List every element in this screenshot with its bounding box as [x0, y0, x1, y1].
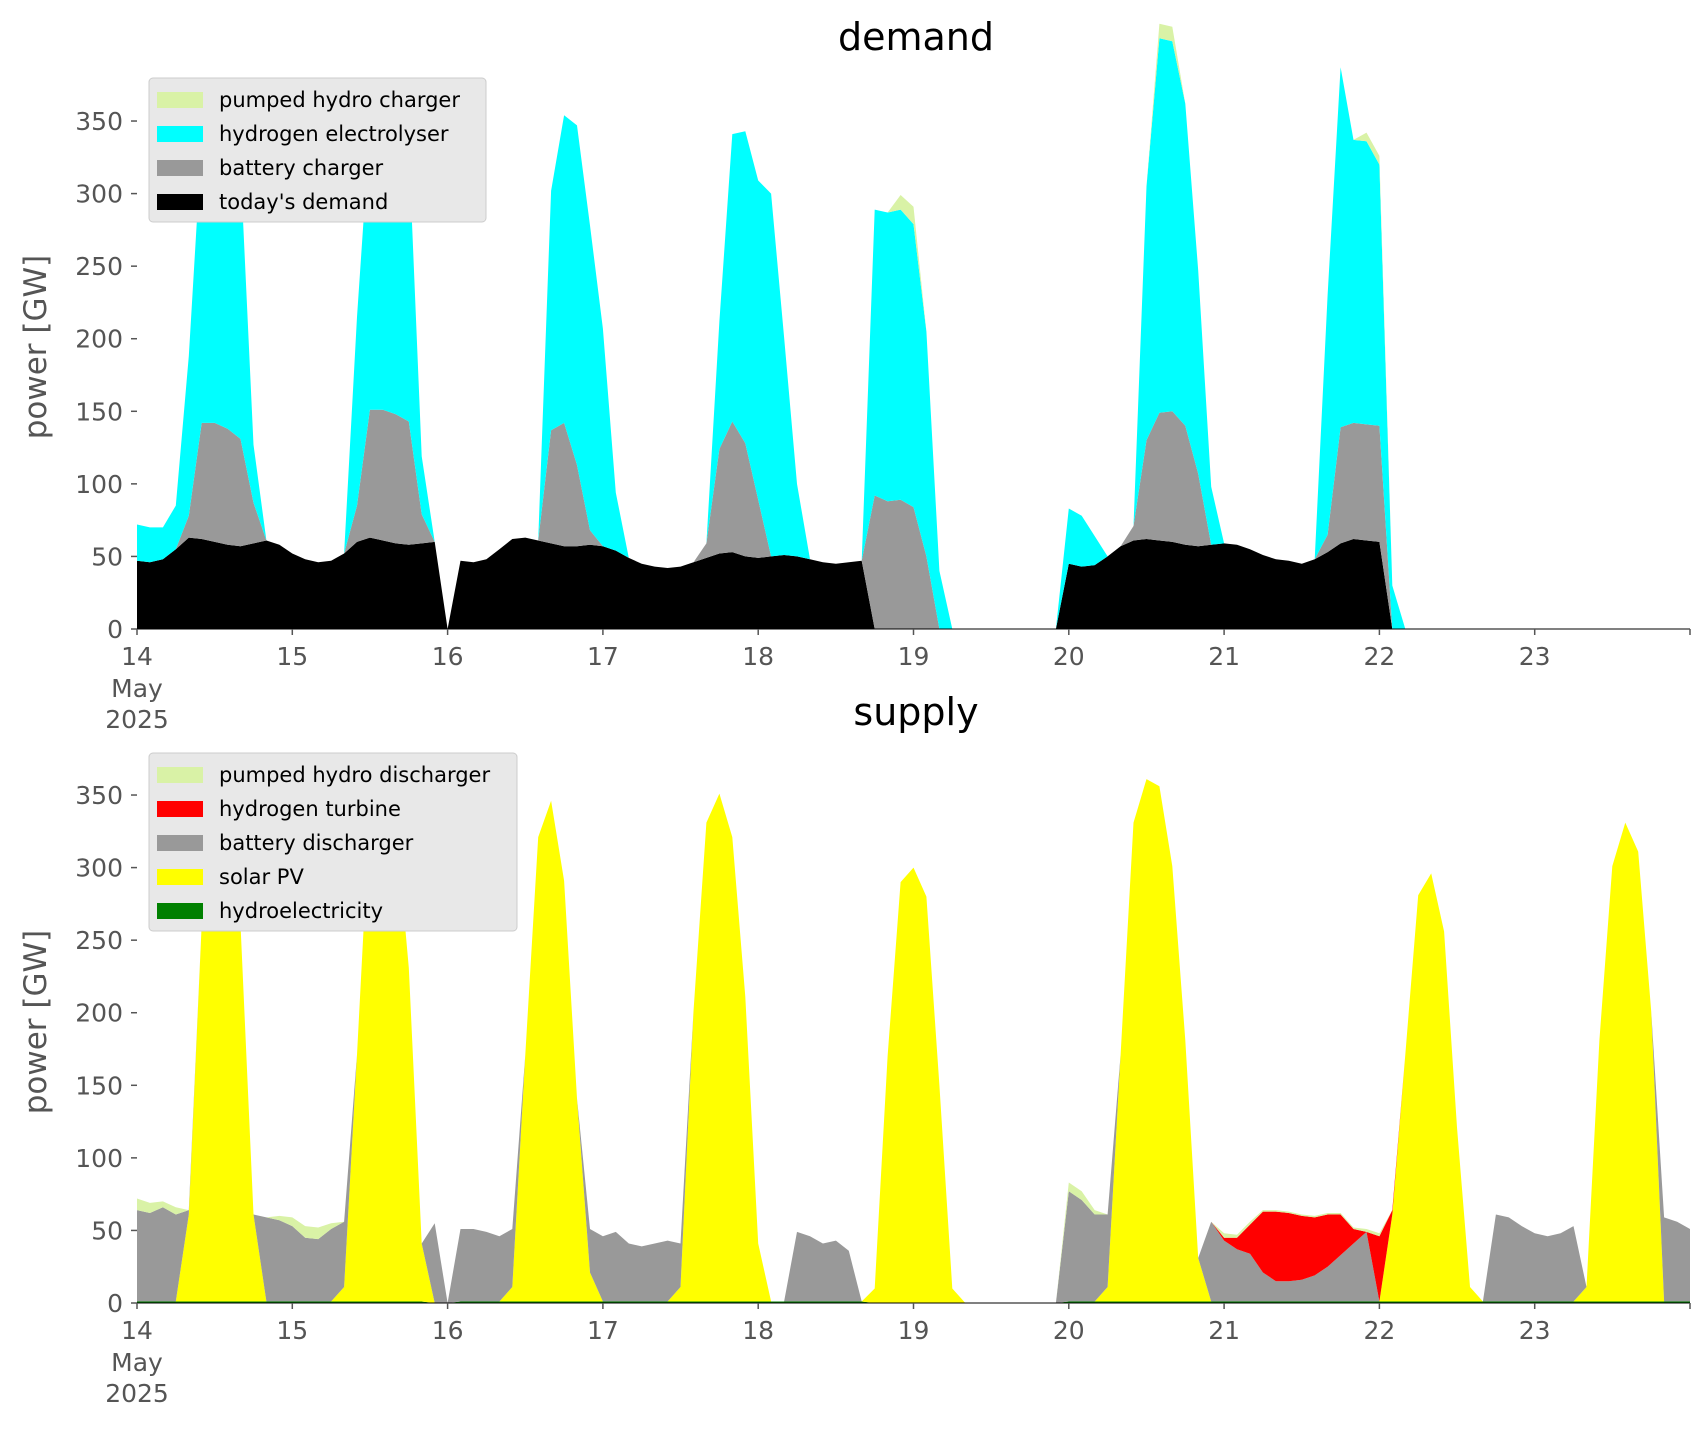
x-tick-label: 22 — [1363, 1316, 1395, 1345]
x-tick-label: 14 — [121, 1316, 153, 1345]
y-tick-label: 200 — [75, 325, 123, 354]
demand-y-axis-label: power [GW] — [18, 255, 54, 440]
area-solar-pv — [137, 779, 1690, 1303]
y-tick-label: 300 — [75, 180, 123, 209]
x-tick-label: 16 — [432, 642, 464, 671]
x-tick-label: 17 — [587, 642, 619, 671]
x-tick-label: 17 — [587, 1316, 619, 1345]
y-tick-label: 150 — [75, 397, 123, 426]
y-tick-label: 100 — [75, 470, 123, 499]
x-tick-label: 19 — [898, 1316, 930, 1345]
y-tick-label: 250 — [75, 926, 123, 955]
legend-box — [148, 77, 487, 223]
area-hydrogen-electrolyser — [137, 38, 1690, 630]
x-tick-label: 14 — [121, 642, 153, 671]
y-tick-label: 0 — [107, 1289, 123, 1318]
x-tick-label: 15 — [276, 642, 308, 671]
x-tick-label: 19 — [898, 642, 930, 671]
y-tick-label: 0 — [107, 615, 123, 644]
x-tick-label: 23 — [1519, 1316, 1551, 1345]
demand-legend: pumped hydro charger hydrogen electrolyse… — [148, 77, 487, 223]
y-tick-label: 200 — [75, 999, 123, 1028]
demand-title: demand — [838, 15, 994, 59]
x-tick-label: 15 — [276, 1316, 308, 1345]
legend-label: battery discharger — [219, 831, 414, 855]
y-tick-label: 150 — [75, 1071, 123, 1100]
legend-swatch — [157, 194, 203, 210]
x-tick-sublabel: May — [111, 1348, 163, 1377]
legend-box — [148, 752, 518, 932]
x-tick-label: 21 — [1208, 1316, 1240, 1345]
x-tick-label: 20 — [1053, 642, 1085, 671]
y-tick-label: 250 — [75, 252, 123, 281]
legend-label: pumped hydro discharger — [219, 763, 490, 787]
supply-chart: supply power [GW] 050100150200250300350 … — [18, 690, 1691, 1408]
legend-swatch — [157, 835, 203, 851]
legend-label: today's demand — [219, 190, 388, 214]
legend-label: hydrogen turbine — [219, 797, 401, 821]
x-tick-label: 18 — [742, 642, 774, 671]
x-tick-label: 20 — [1053, 1316, 1085, 1345]
legend-label: battery charger — [219, 156, 384, 180]
y-tick-label: 350 — [75, 107, 123, 136]
x-tick-sublabel: 2025 — [105, 1379, 169, 1408]
area-today-s-demand — [137, 537, 1690, 629]
x-tick-label: 21 — [1208, 642, 1240, 671]
legend-swatch — [157, 903, 203, 919]
x-tick-sublabel: 2025 — [105, 705, 169, 734]
area-battery-charger — [137, 409, 1690, 629]
x-tick-label: 16 — [432, 1316, 464, 1345]
supply-title: supply — [853, 690, 978, 734]
legend-swatch — [157, 160, 203, 176]
legend-swatch — [157, 767, 203, 783]
x-tick-label: 22 — [1363, 642, 1395, 671]
legend-swatch — [157, 869, 203, 885]
supply-y-axis-label: power [GW] — [18, 930, 54, 1115]
supply-legend: pumped hydro discharger hydrogen turbine b… — [148, 752, 518, 932]
legend-swatch — [157, 92, 203, 108]
legend-label: hydroelectricity — [219, 899, 383, 923]
demand-y-ticks: 0 50 100 150 200 250 300 350 — [75, 107, 137, 644]
legend-label: solar PV — [219, 865, 304, 889]
legend-swatch — [157, 126, 203, 142]
legend-label: pumped hydro charger — [219, 88, 460, 112]
y-tick-label: 300 — [75, 854, 123, 883]
area-battery-discharger — [137, 779, 1690, 1303]
y-tick-label: 350 — [75, 781, 123, 810]
y-tick-label: 50 — [91, 542, 123, 571]
y-tick-label: 100 — [75, 1144, 123, 1173]
x-tick-sublabel: May — [111, 674, 163, 703]
supply-y-ticks: 0 50 100 150 200 250 300 350 — [75, 781, 137, 1318]
x-tick-label: 18 — [742, 1316, 774, 1345]
y-tick-label: 50 — [91, 1216, 123, 1245]
legend-swatch — [157, 801, 203, 817]
demand-chart: demand power [GW] 050100150200250300350 … — [18, 15, 1691, 734]
legend-label: hydrogen electrolyser — [219, 122, 449, 146]
x-tick-label: 23 — [1519, 642, 1551, 671]
